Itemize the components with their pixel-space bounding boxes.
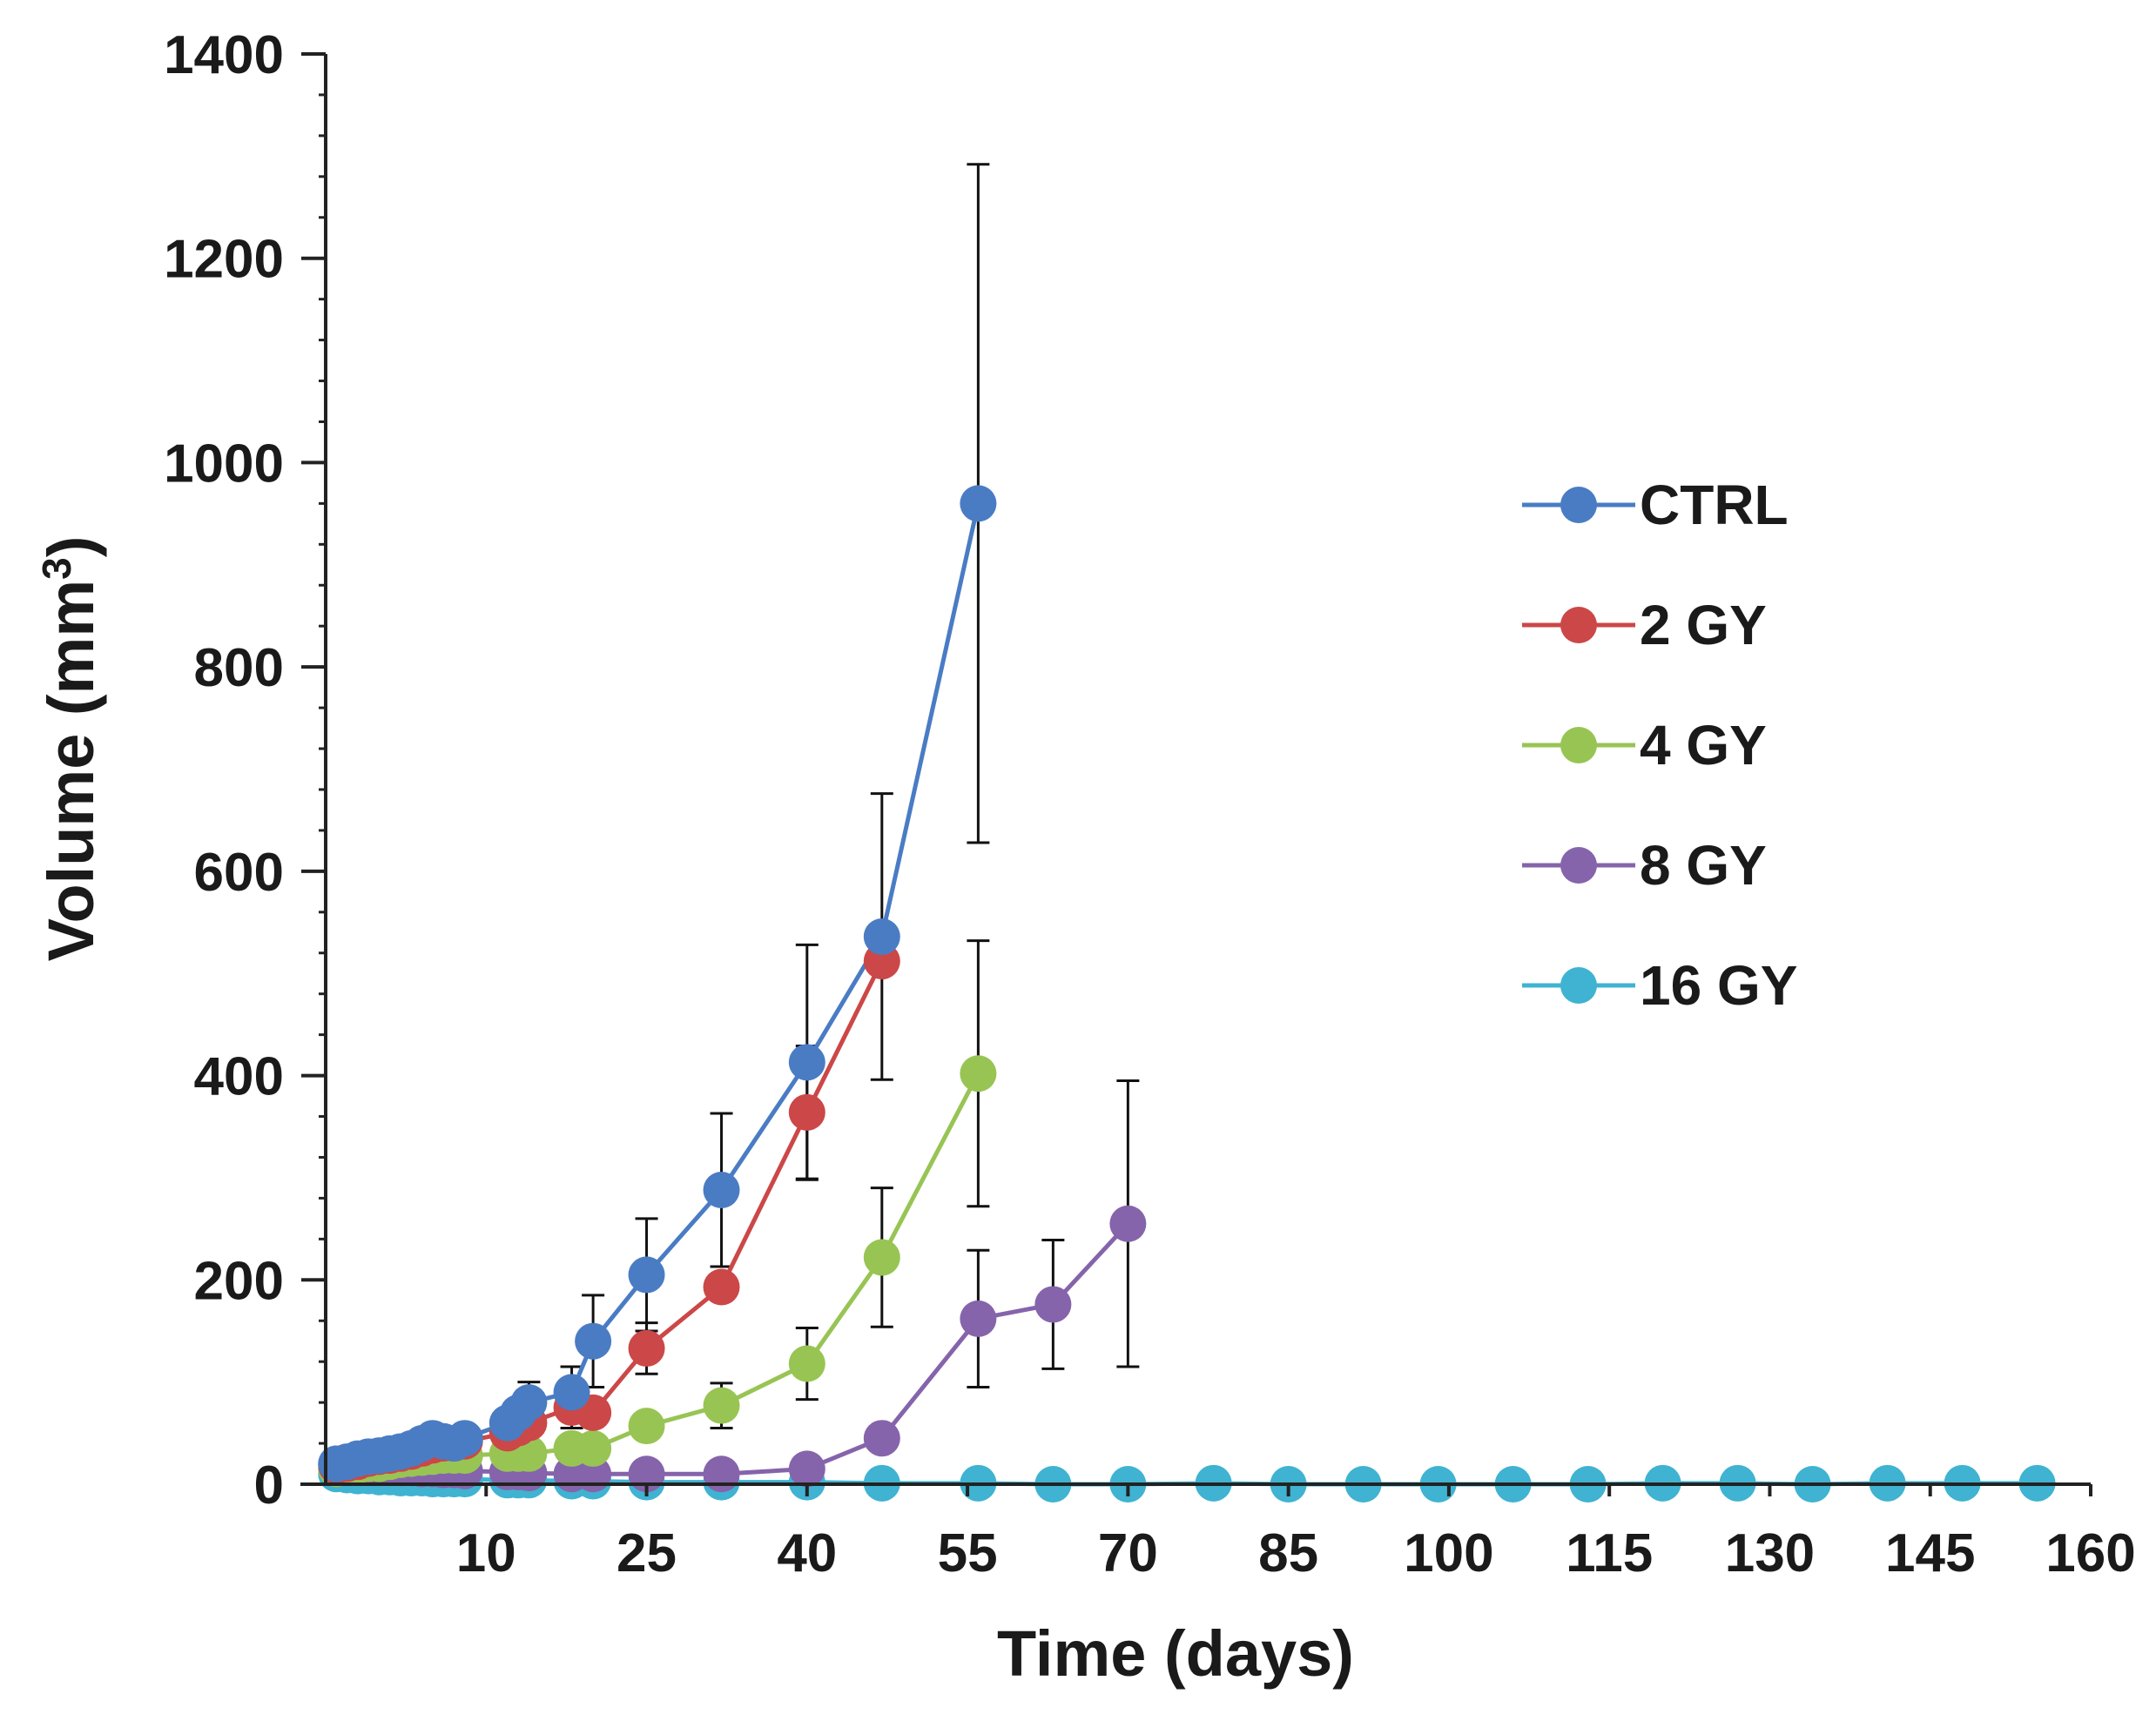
x-tick-label: 85 [1258, 1523, 1318, 1583]
y-tick-label: 1400 [164, 25, 284, 85]
data-point-8-gy [960, 1300, 997, 1337]
data-point-4-gy [703, 1387, 740, 1424]
y-tick-label: 1000 [164, 434, 284, 494]
x-tick-label: 25 [616, 1523, 677, 1583]
x-tick-label: 130 [1725, 1523, 1815, 1583]
data-point-8-gy [863, 1420, 900, 1457]
data-point-4-gy [863, 1239, 900, 1276]
y-tick-label: 400 [194, 1047, 284, 1107]
legend-marker-ctrl [1560, 487, 1597, 523]
x-tick-label: 40 [777, 1523, 837, 1583]
data-point-8-gy [788, 1450, 825, 1488]
series-line-2-gy [335, 960, 885, 1469]
legend-marker-8-gy [1560, 847, 1597, 884]
y-tick-label: 200 [194, 1251, 284, 1311]
data-point-ctrl [575, 1322, 612, 1360]
data-point-2-gy [788, 1093, 825, 1131]
x-tick-label: 145 [1885, 1523, 1975, 1583]
y-axis-title-superscript: 3 [34, 557, 79, 580]
legend-marker-4-gy [1560, 727, 1597, 763]
x-axis-title: Time (days) [997, 1617, 1354, 1690]
data-point-8-gy [1034, 1286, 1072, 1323]
data-point-ctrl [628, 1256, 665, 1294]
legend-label-16-gy: 16 GY [1640, 954, 1797, 1017]
legend: CTRL 2 GY 4 GY 8 GY 16 GY [1522, 474, 1797, 1017]
data-point-8-gy [1109, 1205, 1147, 1242]
y-tick-label: 1200 [164, 230, 284, 290]
y-axis-title-close: ) [35, 536, 107, 558]
data-point-ctrl [960, 485, 997, 522]
data-point-2-gy [628, 1329, 665, 1367]
x-tick-label: 115 [1566, 1523, 1653, 1583]
data-point-ctrl [510, 1384, 548, 1422]
legend-label-4-gy: 4 GY [1640, 714, 1767, 776]
x-tick-label: 10 [456, 1523, 516, 1583]
data-point-ctrl [788, 1044, 825, 1081]
legend-label-8-gy: 8 GY [1640, 834, 1767, 897]
x-tick-label: 70 [1098, 1523, 1158, 1583]
data-point-4-gy [960, 1055, 997, 1092]
y-axis-title-main: Volume (mm [35, 580, 107, 962]
legend-marker-2-gy [1560, 607, 1597, 643]
data-point-8-gy [703, 1455, 740, 1493]
y-tick-label: 600 [194, 843, 284, 903]
data-point-2-gy [703, 1268, 740, 1306]
y-ticks: 0 200 400 600 800 1000 1200 1400 [164, 25, 326, 1516]
y-tick-label: 0 [254, 1455, 284, 1516]
legend-label-ctrl: CTRL [1640, 474, 1789, 536]
legend-label-2-gy: 2 GY [1640, 594, 1767, 656]
data-point-ctrl [703, 1172, 740, 1209]
x-tick-label: 100 [1404, 1523, 1493, 1583]
y-axis-title: Volume (mm3) [34, 536, 107, 962]
data-point-ctrl [446, 1420, 483, 1457]
data-point-ctrl [863, 918, 900, 955]
x-tick-label: 55 [938, 1523, 998, 1583]
data-point-4-gy [628, 1408, 665, 1445]
legend-marker-16-gy [1560, 967, 1597, 1004]
data-point-ctrl [553, 1374, 590, 1411]
data-point-4-gy [788, 1345, 825, 1382]
x-ticks: 10 25 40 55 70 85 100 115 130 145 160 [456, 1484, 2136, 1583]
error-bars [517, 163, 1140, 1429]
y-tick-label: 800 [194, 638, 284, 698]
axes [300, 54, 2091, 1486]
data-point-4-gy [575, 1429, 612, 1467]
x-tick-label: 160 [2045, 1523, 2135, 1583]
